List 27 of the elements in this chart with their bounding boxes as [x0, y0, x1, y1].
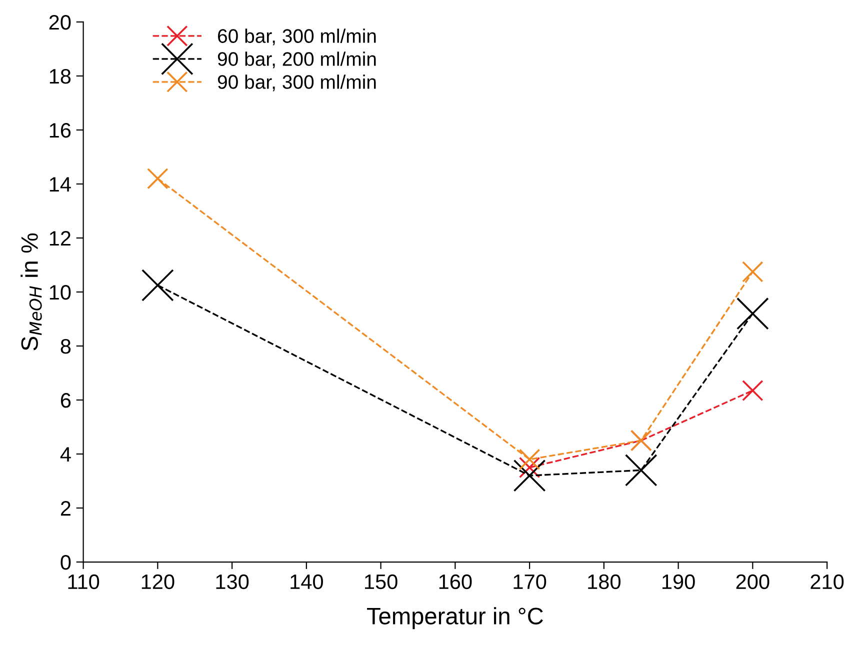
legend-label: 90 bar, 300 ml/min — [218, 74, 376, 92]
x-tick-label: 190 — [662, 574, 695, 590]
y-tick-label: 8 — [60, 339, 71, 354]
x-axis-title: Temperatur in °C — [367, 607, 543, 630]
y-tick-label: 20 — [49, 14, 71, 30]
y-tick-label: 2 — [60, 501, 70, 516]
y-tick-label: 4 — [60, 447, 71, 462]
x-tick-label: 150 — [365, 574, 398, 590]
y-tick-label: 0 — [60, 555, 71, 570]
x-tick-label: 160 — [439, 574, 472, 590]
x-tick-label: 200 — [736, 574, 770, 590]
y-axis-title: S$_{MeOH}$ in % — [20, 233, 42, 350]
y-tick-label: 10 — [50, 284, 71, 300]
y-tick-label: 16 — [50, 122, 71, 138]
legend-label: 60 bar, 300 ml/min — [218, 28, 376, 46]
y-tick-label: 14 — [50, 177, 71, 192]
y-tick-label: 12 — [50, 230, 70, 246]
x-tick-label: 180 — [588, 574, 620, 590]
y-tick-label: 18 — [50, 68, 71, 84]
legend-label: 90 bar, 200 ml/min — [218, 52, 376, 68]
x-tick-label: 210 — [810, 574, 844, 590]
x-tick-label: 130 — [216, 574, 249, 590]
x-tick-label: 170 — [514, 574, 546, 590]
x-tick-label: 120 — [142, 574, 174, 590]
x-tick-label: 140 — [290, 574, 323, 590]
y-tick-label: 6 — [60, 393, 71, 408]
x-tick-label: 110 — [68, 574, 100, 590]
